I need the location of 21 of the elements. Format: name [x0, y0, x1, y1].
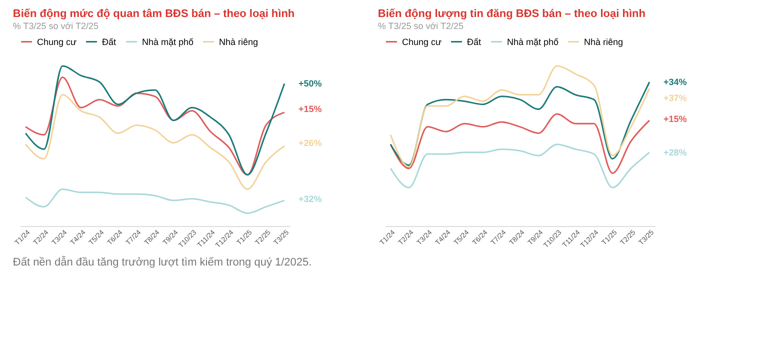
annotation: +28% [663, 147, 687, 158]
legend-label: Nhà riêng [584, 36, 624, 47]
annotation: +50% [298, 78, 322, 89]
text: Đất nền dẫn đầu tăng trưởng lượt tìm kiếm trong quý 1/2025. [12, 255, 312, 268]
legend-label: Nhà mặt phố [507, 36, 559, 47]
chart-subtitle: % T3/25 so với T2/25 [12, 21, 99, 31]
annotation: +15% [663, 114, 687, 124]
annotation: +26% [298, 138, 322, 148]
legend-label: Đất [102, 36, 117, 47]
legend-label: Chung cư [37, 36, 77, 47]
legend-label: Đất [467, 36, 482, 47]
legend-label: Nhà riêng [219, 36, 258, 47]
chart-title: Biến động mức độ quan tâm BĐS bán – theo loại hình [12, 8, 295, 20]
legend-label: Chung cư [402, 36, 442, 47]
legend-label: Nhà mặt phố [142, 36, 194, 47]
chart-subtitle: % T3/25 so với T2/25 [378, 21, 464, 31]
annotation: +37% [663, 93, 687, 103]
annotation: +32% [298, 194, 322, 204]
chart-title: Biến động lượng tin đăng BĐS bán – theo loại hình [378, 8, 646, 20]
annotation: +15% [298, 104, 322, 114]
annotation: +34% [663, 77, 687, 87]
